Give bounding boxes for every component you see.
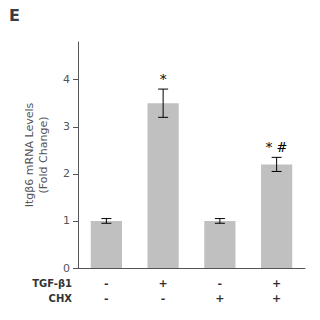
- svg-text:0: 0: [63, 262, 70, 275]
- svg-text:+: +: [272, 277, 281, 290]
- svg-text:3: 3: [63, 120, 70, 133]
- svg-text:CHX: CHX: [49, 293, 73, 304]
- svg-text:E: E: [9, 6, 20, 25]
- svg-text:1: 1: [63, 214, 70, 227]
- svg-text:Itgβ6 mRNA Levels: Itgβ6 mRNA Levels: [23, 103, 36, 208]
- svg-text:4: 4: [63, 73, 70, 86]
- svg-text:-: -: [218, 277, 223, 290]
- svg-text:+: +: [159, 277, 168, 290]
- svg-text:*: *: [160, 72, 167, 87]
- svg-text:+: +: [215, 292, 224, 305]
- svg-text:-: -: [104, 277, 109, 290]
- svg-text:2: 2: [63, 167, 70, 180]
- svg-text:-: -: [161, 292, 166, 305]
- svg-text:* #: * #: [266, 140, 288, 155]
- svg-text:(Fold Change): (Fold Change): [37, 117, 50, 194]
- svg-text:TGF-β1: TGF-β1: [32, 278, 72, 289]
- svg-text:+: +: [272, 292, 281, 305]
- svg-text:-: -: [104, 292, 109, 305]
